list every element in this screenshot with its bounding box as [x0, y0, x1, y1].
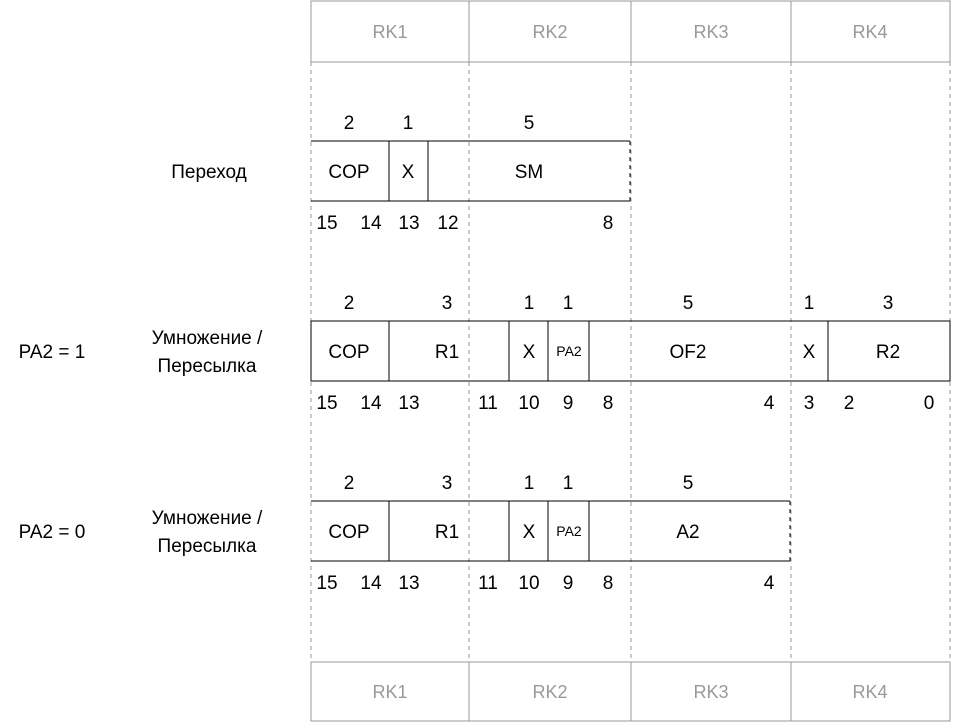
- bit-number: 11: [478, 573, 498, 594]
- register-cell: [630, 0, 792, 63]
- register-label: RK3: [693, 22, 728, 42]
- register-label: RK2: [532, 22, 567, 42]
- format-mul-pa2-0: PA2 = 0 Умножение / Пересылка 2 3 1 1 5 …: [19, 473, 791, 594]
- bit-number: 4: [764, 573, 775, 594]
- field-width: 2: [344, 473, 355, 494]
- field-name: PA2: [556, 343, 582, 359]
- register-cell: [310, 661, 470, 722]
- field-name: COP: [328, 522, 369, 543]
- format-title: Переход: [171, 162, 246, 183]
- register-label: RK1: [372, 22, 407, 42]
- field-width: 3: [442, 293, 453, 314]
- field-name: COP: [328, 342, 369, 363]
- field-name: R1: [435, 522, 459, 543]
- field-name: R2: [876, 342, 900, 363]
- register-cell: [468, 661, 632, 722]
- bit-number: 4: [764, 393, 775, 414]
- register-label: RK4: [852, 22, 887, 42]
- field-name: SM: [515, 162, 544, 183]
- bit-number: 15: [316, 573, 337, 594]
- bit-number: 3: [804, 393, 815, 414]
- field-name: X: [402, 162, 415, 183]
- field-name: COP: [328, 162, 369, 183]
- bit-number: 12: [437, 213, 458, 234]
- bit-number: 13: [398, 393, 419, 414]
- register-label: RK1: [372, 682, 407, 702]
- bit-number: 10: [518, 573, 539, 594]
- bit-number: 9: [563, 393, 574, 414]
- bit-number: 0: [924, 393, 935, 414]
- register-label: RK3: [693, 682, 728, 702]
- format-title: Пересылка: [158, 536, 257, 557]
- format-jump: Переход 2 1 5 COP X SM 15 14 13 12 8: [171, 113, 631, 234]
- format-title: Умножение /: [152, 328, 263, 349]
- format-box: [310, 320, 951, 382]
- field-width: 3: [442, 473, 453, 494]
- condition-label: PA2 = 1: [19, 342, 86, 363]
- register-cell: [630, 661, 792, 722]
- bit-number: 9: [563, 573, 574, 594]
- register-header-bottom: RK1 RK2 RK3 RK4: [310, 661, 951, 722]
- bit-number: 13: [398, 213, 419, 234]
- bit-number: 15: [316, 213, 337, 234]
- register-cell: [790, 661, 951, 722]
- field-width: 1: [563, 293, 574, 314]
- field-width: 5: [683, 293, 694, 314]
- field-width: 1: [563, 473, 574, 494]
- field-name: X: [803, 342, 816, 363]
- register-label: RK2: [532, 682, 567, 702]
- field-width: 5: [524, 113, 535, 134]
- field-name: X: [523, 342, 536, 363]
- bit-number: 8: [603, 393, 614, 414]
- field-name: R1: [435, 342, 459, 363]
- field-width: 1: [403, 113, 414, 134]
- bit-number: 13: [398, 573, 419, 594]
- bit-number: 14: [360, 213, 382, 234]
- bit-number: 15: [316, 393, 337, 414]
- field-width: 1: [804, 293, 815, 314]
- field-name: X: [523, 522, 536, 543]
- register-cell: [468, 0, 632, 63]
- field-width: 2: [344, 293, 355, 314]
- bit-number: 14: [360, 393, 382, 414]
- format-title: Пересылка: [158, 356, 257, 377]
- bit-number: 8: [603, 213, 614, 234]
- register-header-top: RK1 RK2 RK3 RK4: [310, 0, 951, 63]
- bit-number: 14: [360, 573, 382, 594]
- field-name: A2: [676, 522, 699, 543]
- field-width: 1: [524, 293, 535, 314]
- format-title: Умножение /: [152, 508, 263, 529]
- register-cell: [790, 0, 951, 63]
- field-width: 1: [524, 473, 535, 494]
- field-width: 2: [344, 113, 355, 134]
- field-name: OF2: [670, 342, 707, 363]
- bit-number: 2: [844, 393, 855, 414]
- bit-number: 10: [518, 393, 539, 414]
- field-name: PA2: [556, 523, 582, 539]
- field-width: 3: [883, 293, 894, 314]
- condition-label: PA2 = 0: [19, 522, 86, 543]
- register-cell: [310, 0, 470, 63]
- bit-number: 8: [603, 573, 614, 594]
- format-mul-pa2-1: PA2 = 1 Умножение / Пересылка 2 3 1 1 5 …: [19, 293, 951, 414]
- field-width: 5: [683, 473, 694, 494]
- bit-number: 11: [478, 393, 498, 414]
- register-label: RK4: [852, 682, 887, 702]
